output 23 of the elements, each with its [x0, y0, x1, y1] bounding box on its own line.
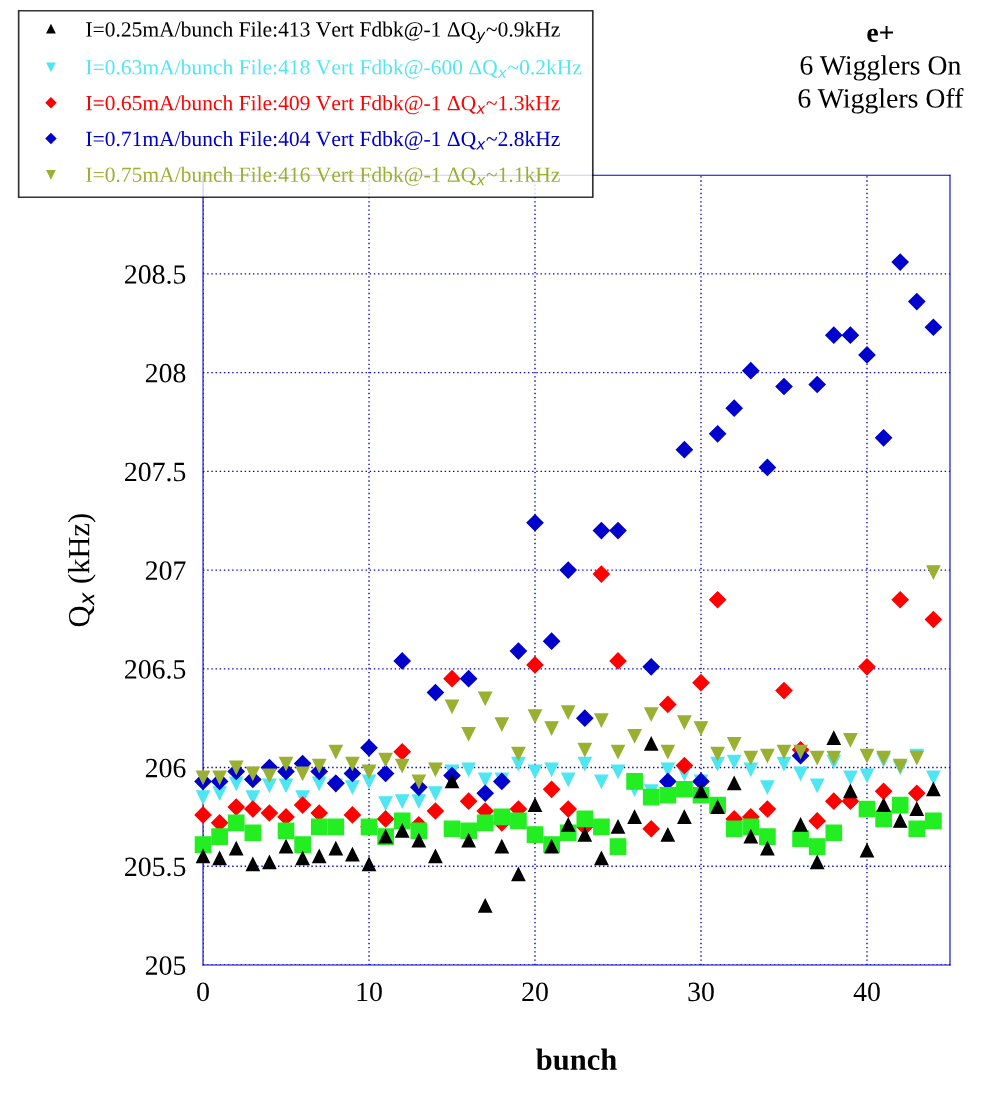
- legend-label: I=0.25mA/bunch File:413 Vert Fdbk@-1 ΔQ$_{y}$~0.9kHz: [86, 21, 560, 44]
- legend-label: I=0.71mA/bunch File:404 Vert Fdbk@-1 ΔQ$_{x}$~2.8kHz: [86, 131, 560, 151]
- text: 6 Wigglers Off: [798, 87, 964, 114]
- text: 6 Wigglers On: [800, 55, 961, 81]
- text: e+: [867, 26, 894, 42]
- legend-label: I=0.65mA/bunch File:409 Vert Fdbk@-1 ΔQ$_{x}$~1.3kHz: [86, 95, 560, 115]
- y-tick-label: 208: [145, 363, 186, 383]
- legend-label: I=0.63mA/bunch File:418 Vert Fdbk@-600 ΔQ$_{x}$~0.2kHz: [86, 59, 582, 79]
- x-tick-label: 10: [357, 982, 382, 1002]
- y-tick-label: 207.5: [125, 462, 186, 482]
- y-tick-label: 206: [145, 758, 186, 778]
- legend-label: I=0.75mA/bunch File:416 Vert Fdbk@-1 ΔQ$_{x}$~1.1kHz: [86, 166, 560, 186]
- x-tick-label: 30: [688, 982, 714, 1002]
- y-tick-label: 206.5: [125, 660, 186, 679]
- x-tick-label: 0: [197, 982, 209, 1002]
- x-axis-title: bunch: [536, 1048, 617, 1071]
- y-tick-label: 207: [145, 561, 186, 581]
- x-tick-label: 40: [853, 982, 880, 1002]
- y-tick-label: 208.5: [125, 265, 186, 284]
- y-tick-label: 205.5: [125, 857, 186, 877]
- y-axis-title: Q$_{x}$ (kHz): [67, 514, 96, 627]
- y-tick-label: 205: [145, 956, 186, 975]
- x-tick-label: 20: [522, 982, 548, 1002]
